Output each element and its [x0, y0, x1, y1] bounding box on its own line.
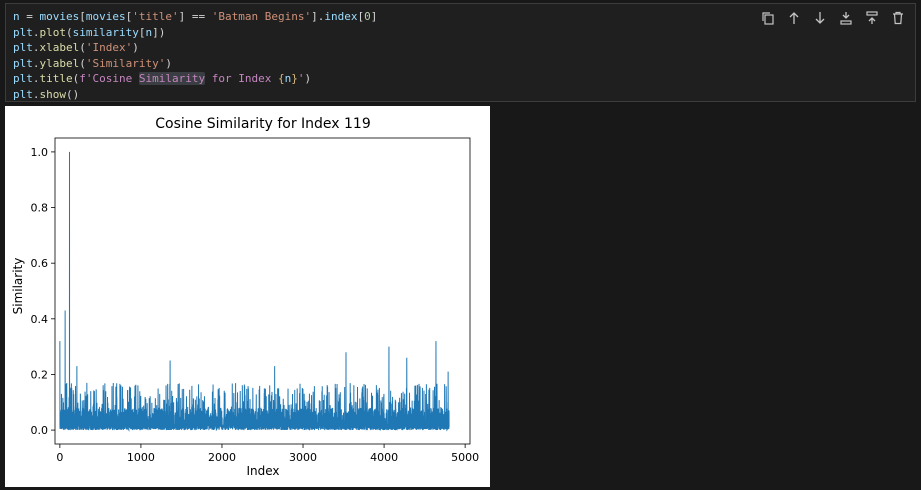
x-axis: 0 1000 2000 3000 4000 5000 [56, 444, 479, 464]
code-cell[interactable]: n = movies[movies['title'] == 'Batman Be… [5, 3, 916, 102]
plot-area [54, 137, 471, 445]
code-token: [ [79, 10, 86, 23]
code-token: . [32, 87, 40, 101]
code-token: show [39, 87, 67, 101]
code-token: ]. [311, 10, 325, 23]
code-line: plt.xlabel('Index') [13, 40, 377, 56]
code-token: ) [132, 41, 139, 54]
insert-above-icon [866, 11, 878, 24]
code-token: f'Cosine [79, 72, 139, 85]
series-line [59, 151, 450, 432]
x-tick-label: 3000 [289, 451, 317, 464]
code-line: n = movies[movies['title'] == 'Batman Be… [13, 9, 377, 25]
code-token: plot [39, 25, 67, 39]
code-token: ( [66, 25, 73, 39]
x-tick-label: 1000 [127, 451, 155, 464]
code-token: ( [79, 41, 86, 54]
move-down-button[interactable] [809, 8, 831, 28]
y-tick-label: 0.6 [31, 257, 49, 270]
x-axis-label: Index [246, 464, 279, 478]
code-token: ( [79, 56, 86, 70]
code-token: { [277, 72, 285, 85]
chart-title: Cosine Similarity for Index 119 [155, 116, 371, 132]
code-token: () [66, 87, 80, 101]
y-tick-label: 0.2 [31, 368, 49, 381]
y-tick-label: 1.0 [31, 146, 49, 159]
code-token: ' [297, 72, 305, 85]
cell-toolbar [757, 8, 909, 28]
code-token: n [13, 10, 20, 23]
code-token: similarity [72, 25, 139, 39]
code-token: for Index [205, 72, 278, 85]
code-token: plt [13, 41, 33, 54]
code-token: plt [13, 72, 33, 85]
code-token: ] [370, 10, 378, 23]
code-token: movies [85, 10, 126, 23]
move-up-button[interactable] [783, 8, 805, 28]
y-tick-label: 0.0 [31, 424, 49, 437]
code-token: . [32, 56, 40, 70]
line-chart: Cosine Similarity for Index 119 0 1000 200… [5, 106, 490, 487]
code-token: [ [357, 10, 365, 23]
code-token: index [324, 10, 358, 23]
code-token: Similarity [138, 72, 206, 85]
code-token: 'Index' [85, 41, 133, 54]
code-token: 'Similarity' [85, 56, 166, 70]
code-token: [ [125, 10, 133, 23]
insert-below-icon [840, 12, 852, 25]
code-token: ( [72, 72, 80, 85]
code-token: plt [13, 87, 33, 101]
code-token: plt [13, 56, 33, 70]
code-line: plt.plot(similarity[n]) [13, 25, 377, 41]
insert-below-button[interactable] [835, 8, 857, 28]
code-token: ylabel [39, 56, 80, 70]
plot-frame [54, 137, 471, 445]
code-token: . [32, 25, 40, 39]
y-tick-label: 0.4 [31, 313, 49, 326]
x-tick-label: 2000 [208, 451, 236, 464]
code-token: ] == [178, 10, 212, 23]
code-token: n [284, 72, 292, 85]
code-editor[interactable]: n = movies[movies['title'] == 'Batman Be… [13, 9, 377, 102]
code-token: movies [39, 10, 80, 23]
code-token: n [145, 25, 153, 39]
copy-icon [762, 12, 774, 25]
code-token: . [32, 41, 40, 54]
delete-button[interactable] [887, 8, 909, 28]
arrow-up-icon [789, 12, 799, 24]
code-token: title [39, 72, 73, 85]
x-tick-label: 5000 [451, 451, 479, 464]
x-tick-label: 0 [56, 451, 63, 464]
code-token: plt [13, 25, 33, 39]
y-axis-label: Similarity [11, 258, 25, 315]
code-token: . [32, 72, 40, 85]
code-token: ) [165, 56, 172, 70]
y-tick-label: 0.8 [31, 202, 49, 215]
insert-above-button[interactable] [861, 8, 883, 28]
code-token: ) [304, 72, 312, 85]
code-token: = [19, 10, 40, 23]
code-token: [ [138, 25, 146, 39]
code-line: plt.title(f'Cosine Similarity for Index … [13, 71, 377, 87]
code-line: plt.show() [13, 87, 377, 103]
code-token: xlabel [39, 41, 80, 54]
code-token: } [291, 72, 298, 85]
y-axis: 0.0 0.2 0.4 0.6 0.8 1.0 [31, 146, 55, 437]
arrow-down-icon [815, 12, 825, 24]
trash-icon [893, 11, 903, 25]
code-token: 0 [364, 10, 371, 23]
code-token: 'title' [132, 10, 179, 23]
x-tick-label: 4000 [370, 451, 398, 464]
copy-icon-button[interactable] [757, 8, 779, 28]
code-token: 'Batman Begins' [211, 10, 312, 23]
code-line: plt.ylabel('Similarity') [13, 56, 377, 72]
cell-output: Cosine Similarity for Index 119 0 1000 200… [5, 106, 490, 487]
code-token: ]) [152, 25, 166, 39]
